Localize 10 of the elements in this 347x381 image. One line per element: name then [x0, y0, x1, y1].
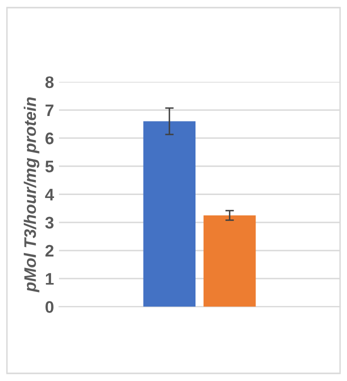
y-tick-label: 5 [45, 160, 54, 172]
y-tick-label: 4 [45, 188, 54, 200]
y-tick-label: 6 [45, 132, 54, 144]
y-tick-label: 2 [45, 244, 54, 257]
y-tick-label: 1 [46, 273, 54, 285]
y-axis-title: pMol T3/hour/mg protein [24, 97, 40, 292]
y-tick-label: 8 [45, 76, 54, 88]
y-tick-label: 7 [46, 104, 54, 116]
y-tick-label: 0 [46, 301, 54, 313]
y-tick-label: 3 [45, 216, 54, 229]
